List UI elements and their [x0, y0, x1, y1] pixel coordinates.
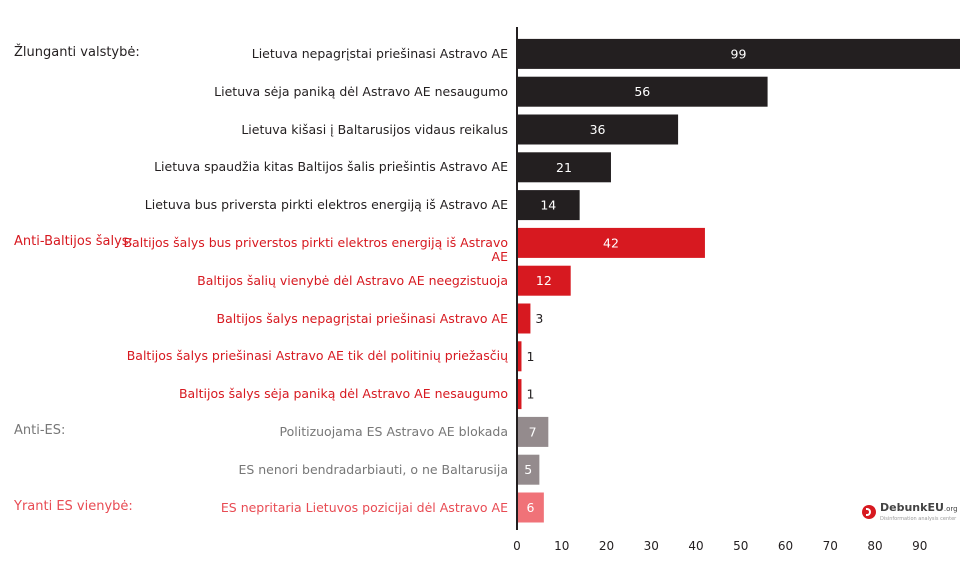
bar-5: [517, 227, 705, 258]
x-tick-label-6: 60: [778, 539, 793, 553]
bar-12: [517, 492, 544, 523]
data-label-2: 36: [590, 122, 606, 137]
category-label-2: Lietuva kišasi į Baltarusijos vidaus rei…: [241, 121, 508, 137]
logo-subtext: Disinformation analysis center: [880, 516, 957, 522]
bar-8: [517, 341, 522, 372]
bar-11: [517, 454, 540, 485]
bar-2: [517, 114, 679, 145]
data-label-4: 14: [540, 198, 556, 213]
category-label-12: ES nepritaria Lietuvos pozicijai dėl Ast…: [220, 499, 508, 515]
group-label-3: Yranti ES vienybė:: [14, 498, 133, 514]
category-label-5: Baltijos šalys bus priverstos pirkti ele…: [123, 234, 508, 264]
data-label-11: 5: [524, 462, 532, 477]
x-tick-label-5: 50: [733, 539, 748, 553]
data-label-9: 1: [526, 387, 534, 402]
group-label-0: Žlunganti valstybė:: [14, 44, 140, 60]
group-label-1: Anti-Baltijos šalys:: [14, 233, 133, 249]
logo-suffix: .org: [943, 505, 958, 513]
data-label-8: 1: [526, 349, 534, 364]
category-label-9: Baltijos šalys sėja paniką dėl Astravo A…: [178, 386, 508, 402]
data-label-7: 3: [535, 311, 543, 326]
debunkeu-logo-icon: [862, 505, 876, 519]
data-label-5: 42: [603, 235, 619, 250]
group-label-2: Anti-ES:: [14, 422, 66, 438]
data-label-3: 21: [556, 160, 572, 175]
data-label-12: 6: [526, 500, 534, 515]
category-label-1: Lietuva sėja paniką dėl Astravo AE nesau…: [214, 83, 508, 99]
x-tick-label-9: 90: [912, 539, 927, 553]
category-label-6: Baltijos šalių vienybė dėl Astravo AE ne…: [197, 272, 508, 288]
bar-1: [517, 76, 768, 107]
data-label-10: 7: [529, 424, 537, 439]
category-label-0: Lietuva nepagrįstai priešinasi Astravo A…: [251, 45, 508, 61]
bar-4: [517, 190, 580, 221]
logo-text: DebunkEU: [880, 501, 944, 514]
x-tick-label-2: 20: [599, 539, 614, 553]
bar-9: [517, 379, 522, 410]
x-tick-label-7: 70: [823, 539, 838, 553]
bar-3: [517, 152, 611, 183]
category-label-4: Lietuva bus priversta pirkti elektros en…: [144, 197, 508, 213]
category-label-10: Politizuojama ES Astravo AE blokada: [279, 423, 508, 439]
x-tick-label-8: 80: [867, 539, 882, 553]
x-tick-label-0: 0: [513, 539, 521, 553]
x-tick-label-3: 30: [644, 539, 659, 553]
x-tick-label-1: 10: [554, 539, 569, 553]
bar-0: [517, 38, 960, 69]
category-label-7: Baltijos šalys nepagrįstai priešinasi As…: [216, 310, 509, 326]
x-tick-label-4: 40: [688, 539, 703, 553]
data-label-0: 99: [731, 46, 747, 61]
category-label-8: Baltijos šalys priešinasi Astravo AE tik…: [126, 348, 508, 364]
category-label-3: Lietuva spaudžia kitas Baltijos šalis pr…: [154, 159, 508, 175]
data-label-6: 12: [536, 273, 552, 288]
data-label-1: 56: [634, 84, 650, 99]
bar-10: [517, 416, 549, 447]
bar-7: [517, 303, 531, 334]
debunkeu-logo: DebunkEU.org Disinformation analysis cen…: [862, 502, 958, 522]
category-label-11: ES nenori bendradarbiauti, o ne Baltarus…: [238, 461, 508, 477]
bar-6: [517, 265, 571, 296]
